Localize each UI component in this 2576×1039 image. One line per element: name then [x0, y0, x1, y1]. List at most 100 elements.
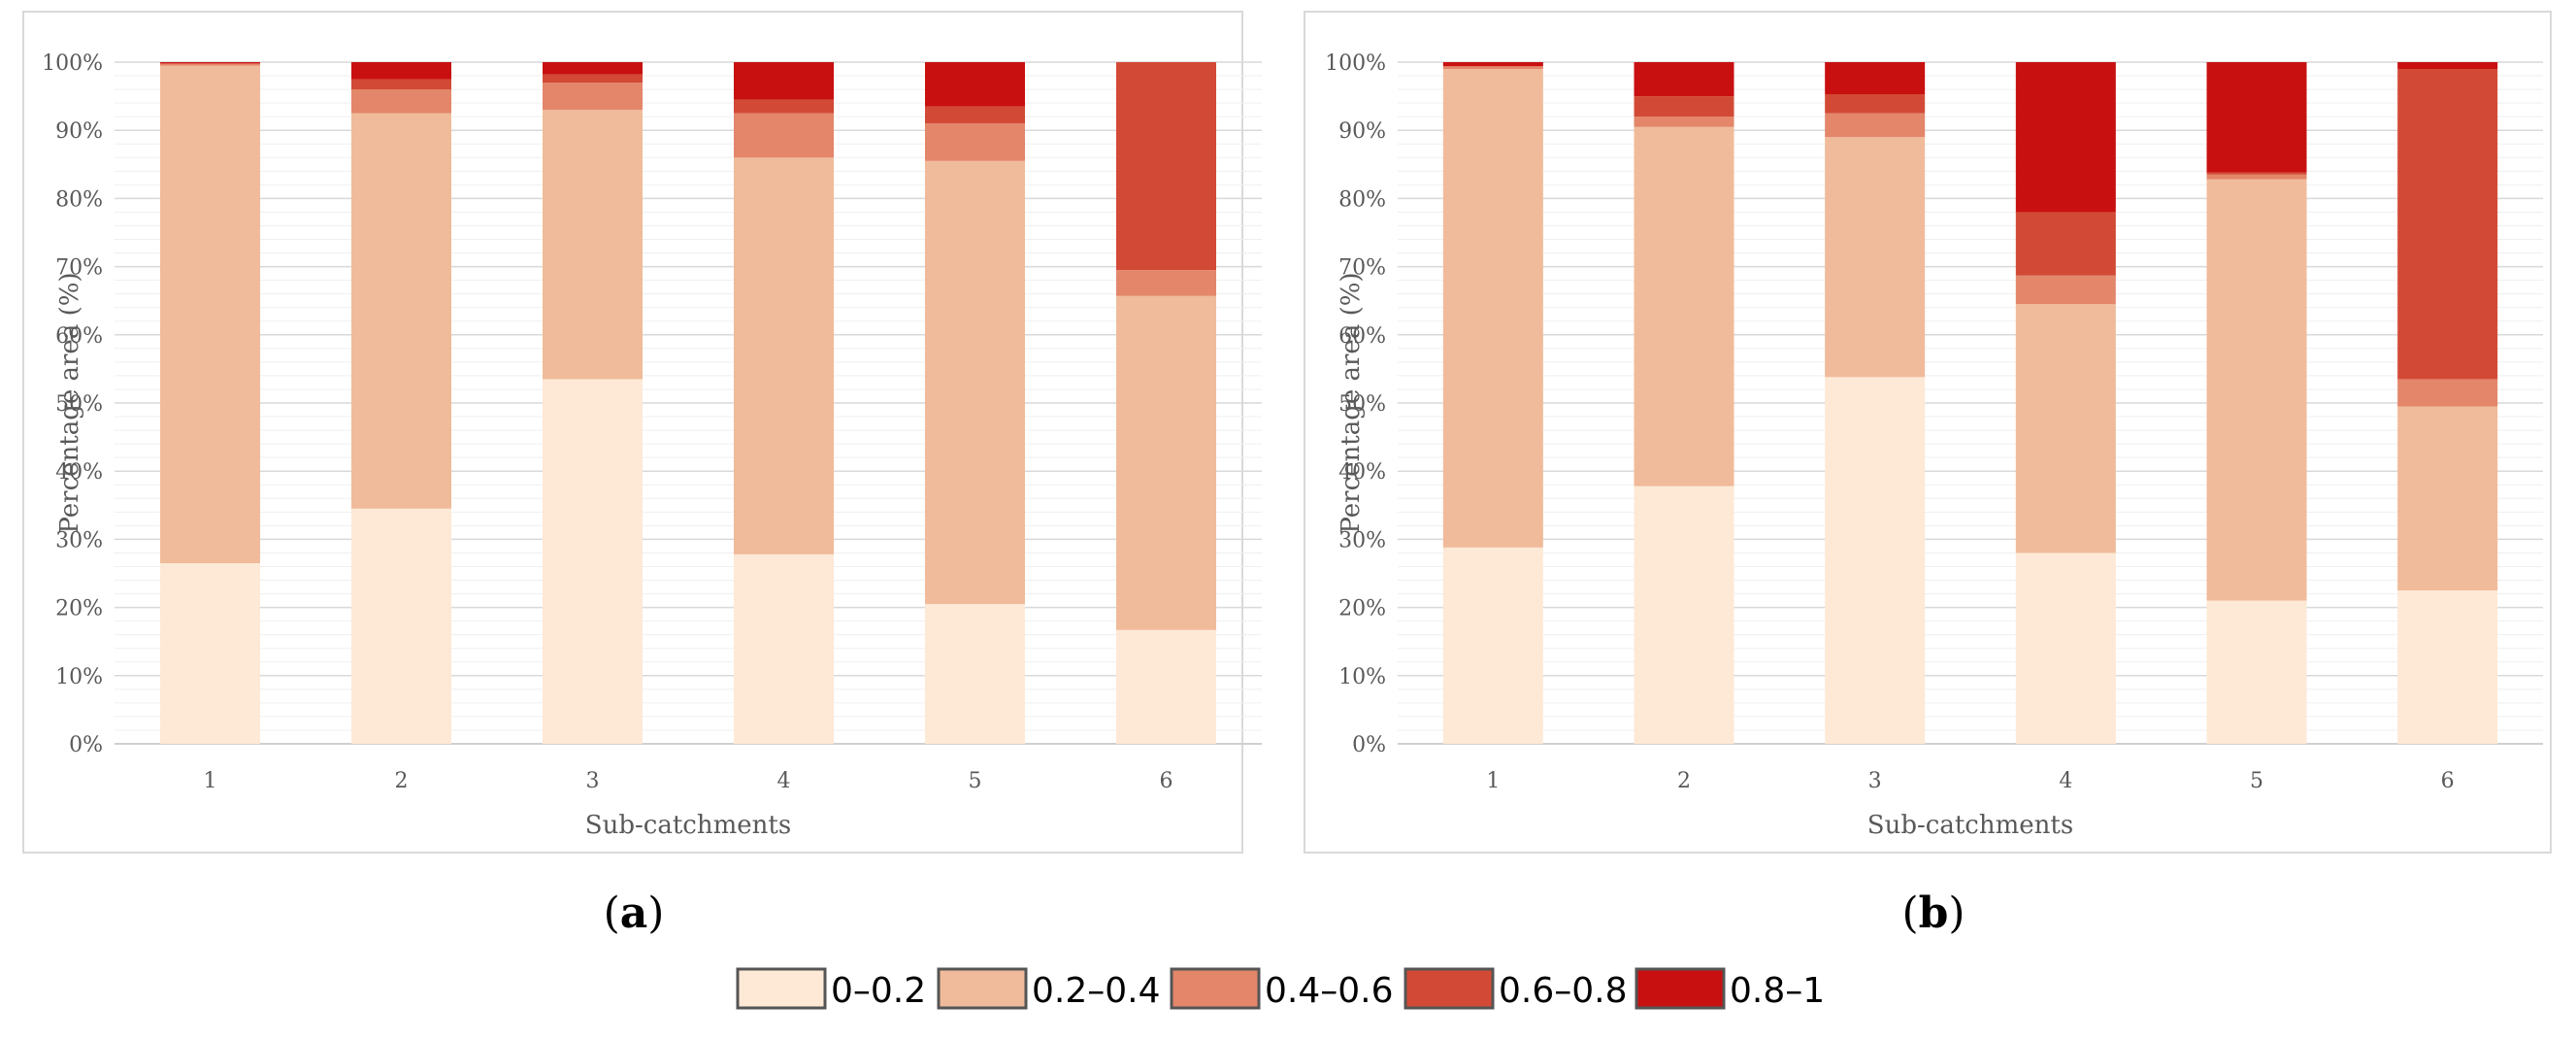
bar-segment-1-5	[160, 62, 260, 64]
bar-segment-2-2	[1634, 126, 1734, 486]
x-tick-label: 5	[969, 769, 982, 793]
bar-segment-1-1	[1442, 547, 1543, 744]
bar-segment-3-5	[543, 62, 643, 75]
y-tick-label: 0%	[1352, 733, 1386, 757]
bar-segment-5-4	[2206, 172, 2307, 175]
x-axis-title: Sub-catchments	[1867, 811, 2073, 840]
bar-segment-4-3	[2015, 275, 2116, 305]
y-tick-label: 30%	[55, 528, 103, 553]
bar-segment-3-3	[1825, 113, 1926, 138]
bar-segment-2-2	[351, 113, 451, 509]
bar-segment-2-1	[351, 508, 451, 744]
bar-segment-3-5	[1825, 62, 1926, 94]
y-tick-label: 60%	[1338, 324, 1386, 349]
bar-segment-3-4	[1825, 93, 1926, 114]
y-tick-label: 20%	[55, 597, 103, 621]
bar-segment-4-5	[734, 62, 834, 100]
x-tick-label: 4	[2059, 769, 2072, 793]
bar-segment-4-4	[2015, 212, 2116, 276]
bar-segment-3-2	[543, 110, 643, 380]
bar-segment-6-2	[2397, 406, 2498, 591]
x-tick-label: 6	[1160, 769, 1173, 793]
bar-segment-2-3	[1634, 117, 1734, 127]
y-tick-label: 60%	[55, 324, 103, 349]
x-axis-title: Sub-catchments	[585, 811, 791, 840]
bar-segment-3-4	[543, 74, 643, 84]
bar-segment-3-1	[1825, 377, 1926, 744]
panel-label-a: (a)	[604, 888, 665, 938]
y-tick-label: 50%	[1338, 392, 1386, 417]
bar-segment-2-1	[1634, 486, 1734, 744]
bar-segment-6-4	[2397, 69, 2498, 380]
x-tick-label: 5	[2250, 769, 2263, 793]
y-tick-label: 50%	[55, 392, 103, 417]
bar-segment-6-4	[1116, 62, 1216, 271]
bar-segment-1-2	[1442, 69, 1543, 548]
bar-segment-1-5	[1442, 62, 1543, 67]
bar-segment-5-1	[925, 604, 1025, 744]
y-tick-label: 80%	[55, 187, 103, 212]
bar-segment-2-4	[1634, 96, 1734, 117]
x-tick-label: 1	[1486, 769, 1500, 793]
y-tick-label: 70%	[55, 256, 103, 281]
chart-panel-b: 0% 10% 20% 30% 40% 50% 60% 70% 80% 90% 100% 1 2 3 4 5 6 S…	[1304, 11, 2552, 854]
legend-swatch	[736, 967, 827, 1010]
y-tick-label: 10%	[1338, 665, 1386, 689]
x-tick-label: 2	[395, 769, 409, 793]
x-tick-label: 4	[777, 769, 791, 793]
bar-segment-5-5	[925, 62, 1025, 107]
panel-label-b-close: )	[1948, 888, 1965, 938]
bar-segment-4-4	[734, 99, 834, 114]
legend-label: 0.6–0.8	[1499, 971, 1628, 1011]
bar-segment-3-2	[1825, 137, 1926, 378]
bar-segment-5-5	[2206, 62, 2307, 173]
panel-label-a-close: )	[647, 888, 664, 938]
bar-segment-4-2	[2015, 304, 2116, 553]
legend-swatch	[937, 967, 1028, 1010]
chart-panel-a: 0% 10% 20% 30% 40% 50% 60% 70% 80% 90% 100% 1 2 3 4 5 6 S…	[22, 11, 1262, 854]
bar-segment-4-5	[2015, 62, 2116, 213]
y-tick-label: 100%	[1325, 51, 1386, 76]
legend-label: 0.8–1	[1730, 971, 1825, 1011]
bar-segment-5-1	[2206, 600, 2307, 744]
legend-swatch	[1404, 967, 1495, 1010]
x-tick-label: 1	[204, 769, 217, 793]
legend-swatch	[1635, 967, 1726, 1010]
bar-segment-4-1	[2015, 553, 2116, 744]
panel-label-b-letter: b	[1919, 888, 1949, 938]
y-tick-label: 30%	[1338, 528, 1386, 553]
bar-segment-5-2	[2206, 179, 2307, 601]
bar-segment-6-5	[2397, 62, 2498, 70]
legend: 0–0.2 0.2–0.4 0.4–0.6 0.6–0.8 0.8–1	[736, 967, 1825, 1011]
bar-segment-1-2	[160, 65, 260, 563]
y-tick-label: 70%	[1338, 256, 1386, 281]
bar-segment-5-4	[925, 106, 1025, 124]
panel-label-b-open: (	[1901, 888, 1918, 938]
x-tick-label: 6	[2441, 769, 2455, 793]
y-tick-label: 100%	[42, 51, 103, 76]
y-tick-label: 40%	[1338, 460, 1386, 485]
x-tick-label: 2	[1677, 769, 1691, 793]
bar-segment-6-2	[1116, 295, 1216, 630]
legend-swatch	[1170, 967, 1261, 1010]
x-tick-label: 3	[1868, 769, 1882, 793]
y-tick-label: 90%	[55, 119, 103, 144]
panel-label-b: (b)	[1901, 888, 1965, 938]
bar-segment-4-3	[734, 113, 834, 158]
bar-segment-5-3	[925, 123, 1025, 161]
bar-segment-6-3	[2397, 379, 2498, 407]
bar-segment-4-1	[734, 553, 834, 744]
y-tick-label: 10%	[55, 665, 103, 689]
bar-segment-6-1	[2397, 590, 2498, 744]
y-axis-title: Percentage area (%)	[1337, 272, 1366, 533]
panel-label-a-open: (	[604, 888, 620, 938]
bar-segment-5-3	[2206, 174, 2307, 180]
bar-segment-5-2	[925, 160, 1025, 605]
y-tick-label: 90%	[1338, 119, 1386, 144]
bar-segment-6-3	[1116, 270, 1216, 296]
y-axis-title: Percentage area (%)	[55, 272, 84, 533]
bar-segment-3-3	[543, 83, 643, 111]
bar-segment-1-1	[160, 562, 260, 744]
y-tick-label: 40%	[55, 460, 103, 485]
